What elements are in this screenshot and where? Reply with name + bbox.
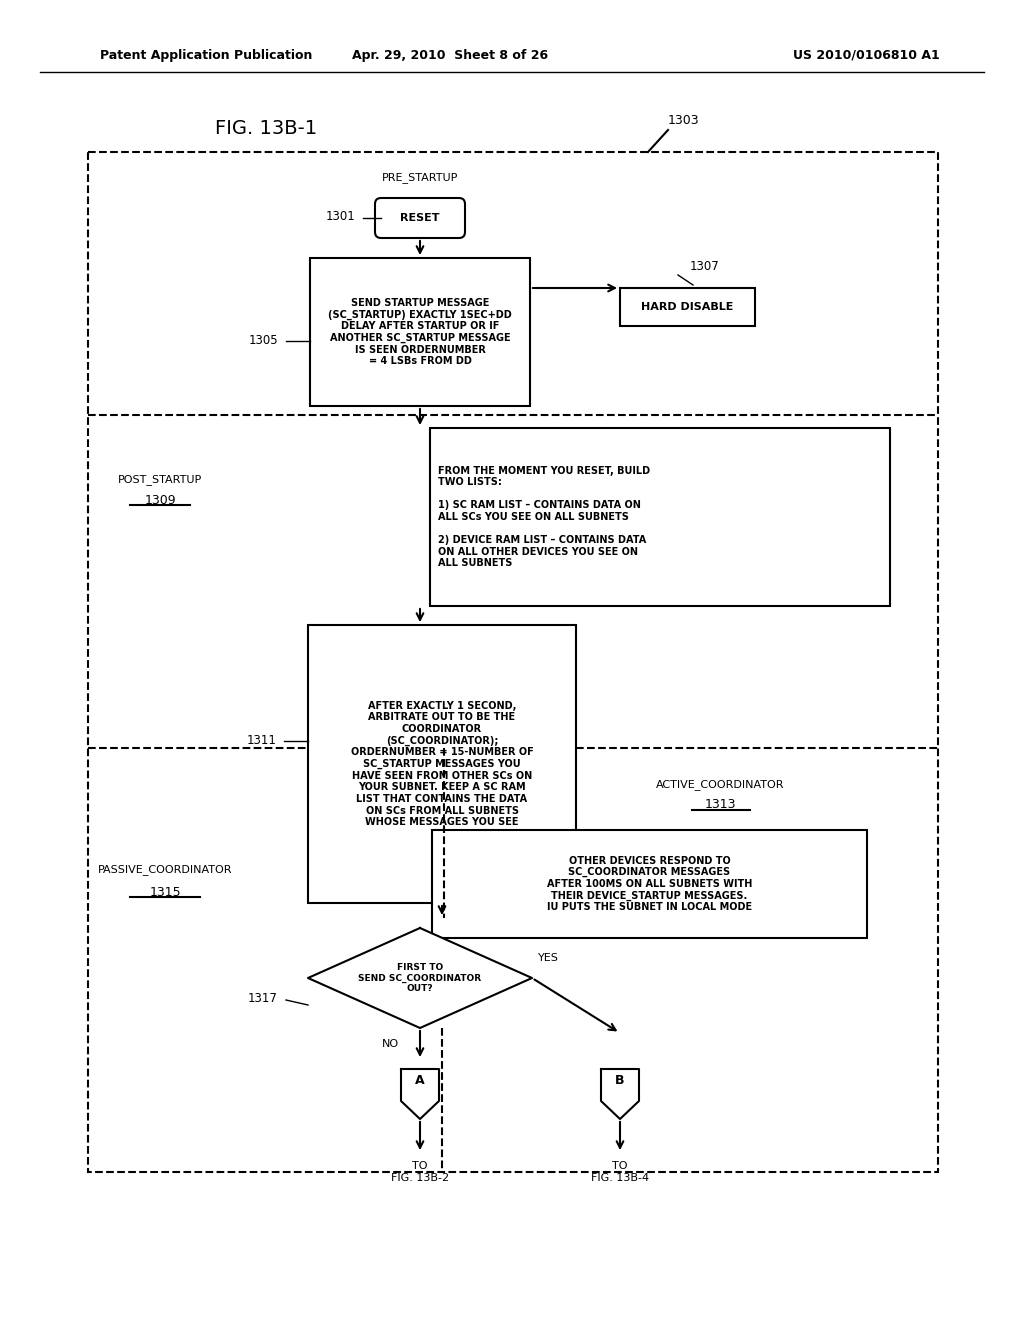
Bar [88,152,938,1172]
Text: FIRST TO
SEND SC_COORDINATOR
OUT?: FIRST TO SEND SC_COORDINATOR OUT? [358,964,481,993]
Text: PRE_STARTUP: PRE_STARTUP [382,173,458,183]
Text: A: A [415,1073,425,1086]
Text: POST_STARTUP: POST_STARTUP [118,475,202,486]
Text: B: B [615,1073,625,1086]
Bar [308,624,575,903]
Text: RESET: RESET [400,213,439,223]
Polygon shape [401,1069,439,1119]
Text: 1317: 1317 [248,991,278,1005]
Text: ACTIVE_COORDINATOR: ACTIVE_COORDINATOR [655,780,784,791]
Text: YES: YES [538,953,558,964]
Text: FROM THE MOMENT YOU RESET, BUILD
TWO LISTS:

1) SC RAM LIST – CONTAINS DATA ON
A: FROM THE MOMENT YOU RESET, BUILD TWO LIS… [438,466,650,569]
Text: 1311: 1311 [247,734,278,747]
Text: PASSIVE_COORDINATOR: PASSIVE_COORDINATOR [97,865,232,875]
Bar [310,257,530,407]
Text: NO: NO [381,1039,398,1049]
Text: TO
FIG. 13B-4: TO FIG. 13B-4 [591,1162,649,1183]
Text: Apr. 29, 2010  Sheet 8 of 26: Apr. 29, 2010 Sheet 8 of 26 [352,49,548,62]
Text: AFTER EXACTLY 1 SECOND,
ARBITRATE OUT TO BE THE
COORDINATOR
(SC_COORDINATOR);
OR: AFTER EXACTLY 1 SECOND, ARBITRATE OUT TO… [350,701,534,828]
Text: SEND STARTUP MESSAGE
(SC_STARTUP) EXACTLY 1SEC+DD
DELAY AFTER STARTUP OR IF
ANOT: SEND STARTUP MESSAGE (SC_STARTUP) EXACTL… [328,298,512,366]
Text: HARD DISABLE: HARD DISABLE [641,302,733,312]
Text: Patent Application Publication: Patent Application Publication [100,49,312,62]
Bar [620,288,755,326]
Text: 1309: 1309 [144,494,176,507]
Bar [430,428,890,606]
Text: FIG. 13B-1: FIG. 13B-1 [215,119,317,137]
Text: 1307: 1307 [690,260,720,272]
Bar [432,830,867,939]
FancyBboxPatch shape [375,198,465,238]
Text: 1301: 1301 [326,210,355,223]
Polygon shape [308,928,532,1028]
Polygon shape [601,1069,639,1119]
Text: 1303: 1303 [668,114,699,127]
Text: US 2010/0106810 A1: US 2010/0106810 A1 [794,49,940,62]
Text: 1315: 1315 [150,886,181,899]
Text: TO
FIG. 13B-2: TO FIG. 13B-2 [391,1162,450,1183]
Text: OTHER DEVICES RESPOND TO
SC_COORDINATOR MESSAGES
AFTER 100MS ON ALL SUBNETS WITH: OTHER DEVICES RESPOND TO SC_COORDINATOR … [547,855,753,912]
Text: 1305: 1305 [249,334,278,346]
Text: 1313: 1313 [705,799,736,812]
